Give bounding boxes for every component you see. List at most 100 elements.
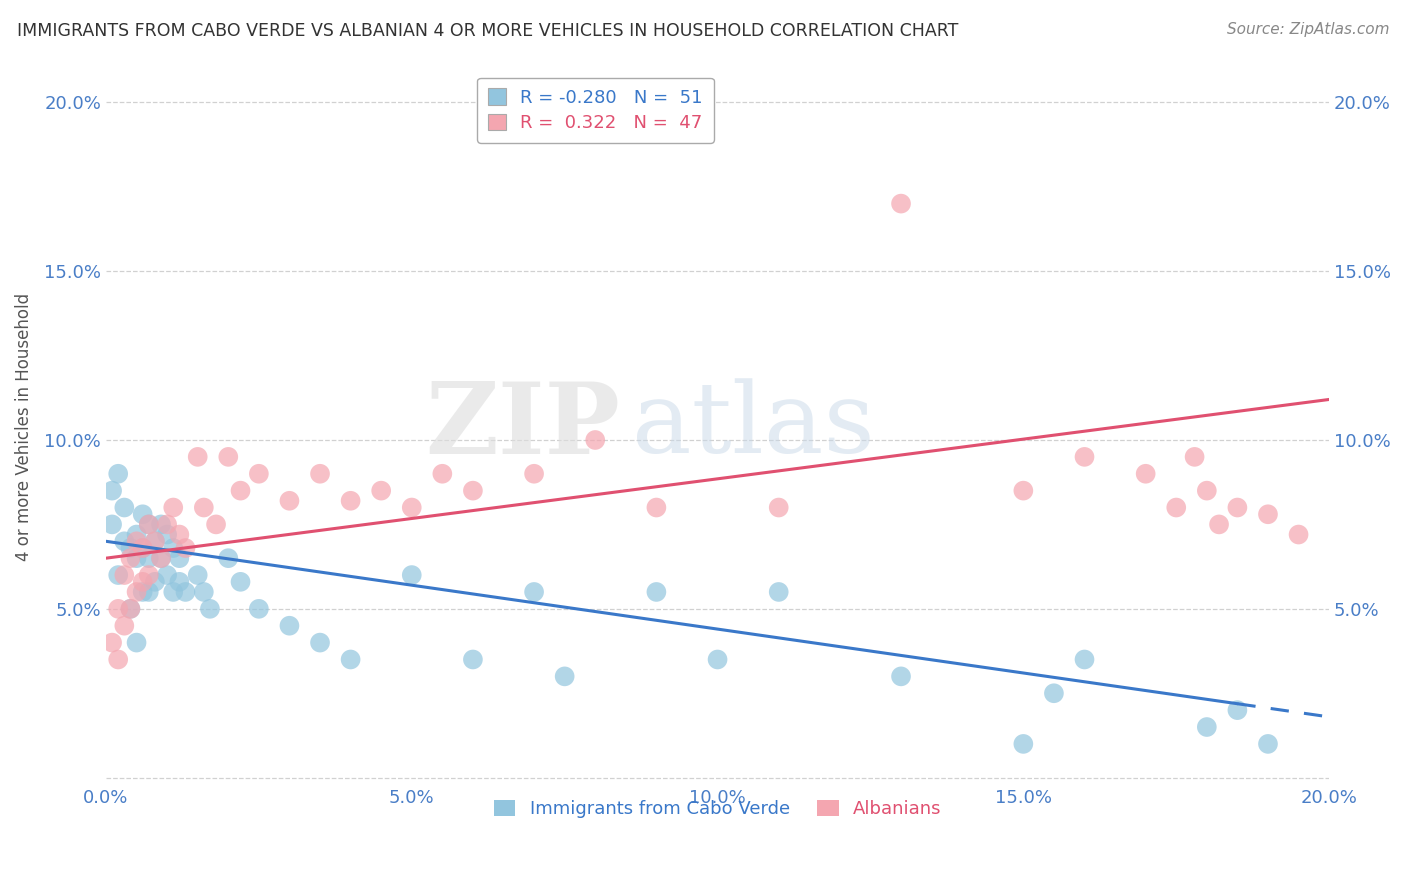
Point (169, 551, 191, 566)
Point (169, 574, 191, 589)
Point (205, 517, 228, 532)
Point (278, 618, 301, 632)
Point (125, 585, 148, 599)
Point (112, 534, 135, 549)
Point (370, 483, 392, 498)
Point (432, 467, 454, 481)
Point (131, 508, 153, 522)
Point (1288, 527, 1310, 541)
Point (162, 541, 184, 555)
Point (101, 483, 124, 498)
Point (101, 635, 124, 649)
Point (309, 467, 332, 481)
Point (138, 568, 160, 582)
Point (890, 196, 912, 211)
Text: atlas: atlas (631, 378, 875, 475)
Point (217, 450, 239, 464)
Point (523, 585, 546, 599)
Point (150, 551, 173, 566)
Point (143, 534, 166, 549)
Point (131, 541, 153, 555)
Point (193, 500, 215, 515)
Point (247, 602, 270, 616)
Point (1135, 467, 1157, 481)
Point (706, 652, 728, 666)
Point (150, 551, 173, 566)
Point (645, 500, 668, 515)
Point (1195, 720, 1218, 734)
Point (143, 534, 166, 549)
Point (1073, 652, 1095, 666)
Point (1043, 686, 1066, 700)
Point (768, 500, 790, 515)
Point (768, 585, 790, 599)
Point (125, 551, 148, 566)
Point (138, 585, 160, 599)
Point (1012, 737, 1035, 751)
Point (162, 500, 184, 515)
Point (169, 527, 191, 541)
Point (1257, 508, 1279, 522)
Point (1226, 703, 1249, 717)
Point (107, 602, 129, 616)
Point (1195, 483, 1218, 498)
Point (125, 534, 148, 549)
Text: Source: ZipAtlas.com: Source: ZipAtlas.com (1226, 22, 1389, 37)
Point (247, 467, 270, 481)
Point (229, 483, 252, 498)
Point (156, 517, 179, 532)
Point (1166, 500, 1188, 515)
Point (339, 493, 361, 508)
Point (156, 527, 179, 541)
Point (112, 568, 135, 582)
Point (1184, 450, 1206, 464)
Point (138, 551, 160, 566)
Point (107, 467, 129, 481)
Point (107, 568, 129, 582)
Point (339, 652, 361, 666)
Point (461, 652, 484, 666)
Point (523, 467, 546, 481)
Point (138, 517, 160, 532)
Text: IMMIGRANTS FROM CABO VERDE VS ALBANIAN 4 OR MORE VEHICLES IN HOUSEHOLD CORRELATI: IMMIGRANTS FROM CABO VERDE VS ALBANIAN 4… (17, 22, 959, 40)
Point (229, 574, 252, 589)
Point (125, 527, 148, 541)
Point (143, 574, 166, 589)
Point (174, 541, 197, 555)
Point (1257, 737, 1279, 751)
Point (278, 493, 301, 508)
Point (101, 517, 124, 532)
Point (554, 669, 576, 683)
Point (131, 585, 153, 599)
Point (198, 602, 221, 616)
Point (193, 585, 215, 599)
Point (1226, 500, 1249, 515)
Point (131, 574, 153, 589)
Point (1208, 517, 1230, 532)
Point (309, 635, 332, 649)
Point (138, 517, 160, 532)
Point (217, 551, 239, 566)
Point (131, 541, 153, 555)
Point (583, 433, 606, 447)
Point (1073, 450, 1095, 464)
Point (112, 500, 135, 515)
Point (401, 568, 423, 582)
Y-axis label: 4 or more Vehicles in Household: 4 or more Vehicles in Household (15, 293, 32, 560)
Point (461, 483, 484, 498)
Point (187, 450, 209, 464)
Point (401, 500, 423, 515)
Point (120, 551, 142, 566)
Point (1012, 483, 1035, 498)
Legend: Immigrants from Cabo Verde, Albanians: Immigrants from Cabo Verde, Albanians (486, 793, 949, 825)
Point (120, 602, 142, 616)
Point (107, 652, 129, 666)
Point (112, 618, 135, 632)
Point (645, 585, 668, 599)
Point (120, 541, 142, 555)
Point (120, 602, 142, 616)
Point (125, 635, 148, 649)
Point (150, 517, 173, 532)
Point (890, 669, 912, 683)
Point (156, 568, 179, 582)
